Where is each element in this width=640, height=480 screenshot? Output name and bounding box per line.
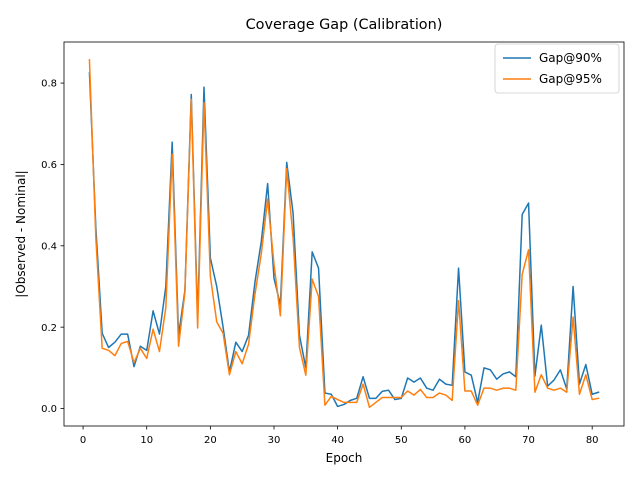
legend-label-2: Gap@95%: [539, 72, 602, 86]
x-tick-label: 70: [522, 435, 535, 446]
series-layer: [88, 59, 600, 409]
ticks-layer: 0 10 20 30 40 50 60 70 80 0.0 0.2 0.4 0.6 0.8: [41, 79, 598, 446]
y-tick-label: 0.6: [41, 160, 57, 171]
x-tick-label: 80: [586, 435, 599, 446]
x-tick-label: 0: [80, 435, 86, 446]
legend-box: [494, 43, 620, 94]
x-tick-label: 60: [459, 435, 472, 446]
y-axis-label: |Observed - Nominal|: [14, 170, 28, 297]
legend-label-1: Gap@90%: [539, 51, 602, 65]
x-axis-label: Epoch: [326, 451, 363, 465]
legend: Gap@90% Gap@95%: [494, 43, 620, 94]
x-tick-label: 20: [204, 435, 217, 446]
y-tick-label: 0.8: [41, 79, 57, 90]
plot-background: [64, 42, 624, 426]
y-tick-label: 0.0: [41, 404, 57, 415]
x-tick-label: 50: [395, 435, 408, 446]
chart-title: Coverage Gap (Calibration): [246, 17, 443, 33]
x-tick-label: 30: [268, 435, 281, 446]
series-line-2: [88, 59, 600, 409]
y-tick-label: 0.4: [41, 241, 57, 252]
y-tick-label: 0.2: [41, 323, 57, 334]
plot-area: 0 10 20 30 40 50 60 70 80 0.0 0.2 0.4 0.6 0.8: [41, 41, 625, 446]
x-tick-label: 40: [331, 435, 344, 446]
x-tick-label: 10: [140, 435, 153, 446]
plot-frame: [63, 41, 625, 427]
